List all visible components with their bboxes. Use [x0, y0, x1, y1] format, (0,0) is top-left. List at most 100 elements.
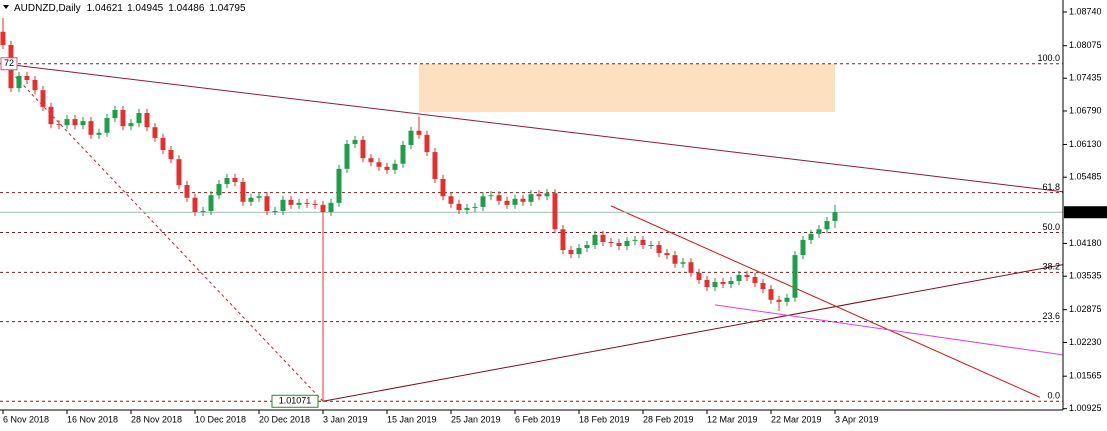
candle-body	[464, 207, 470, 210]
y-tick-label: 1.05485	[1069, 172, 1102, 182]
chart-header: AUDNZD,Daily 1.04621 1.04945 1.04486 1.04795	[14, 3, 246, 14]
candle-body	[216, 184, 222, 196]
candle-body	[312, 203, 318, 205]
candle-body	[208, 195, 214, 211]
candle-body	[816, 229, 822, 234]
candle-body	[704, 280, 710, 288]
candle-body	[40, 90, 46, 107]
y-tick-label: 1.02875	[1069, 304, 1102, 314]
fib-label: 0.0	[1047, 391, 1060, 401]
candle-body	[688, 262, 694, 273]
y-tick-label: 1.01565	[1069, 371, 1102, 381]
candle-body	[24, 75, 30, 80]
trend-line	[714, 304, 1064, 356]
candle-body	[544, 193, 550, 197]
candle-body	[384, 166, 390, 170]
candle-body	[256, 196, 262, 198]
x-tick-label: 28 Nov 2018	[131, 414, 182, 424]
candle-body	[728, 281, 734, 285]
candle-body	[784, 297, 790, 302]
y-tick-label: 1.07435	[1069, 73, 1102, 83]
fib-label: 38.2	[1042, 262, 1060, 272]
candle-body	[48, 106, 54, 125]
x-tick-label: 18 Feb 2019	[579, 414, 630, 424]
y-tick-label: 1.08075	[1069, 40, 1102, 50]
candle-body	[648, 244, 654, 246]
candle-body	[120, 109, 126, 127]
candle-body	[512, 198, 518, 205]
candle-body	[504, 200, 510, 205]
candle-body	[176, 159, 182, 186]
candle-body	[624, 240, 630, 246]
anchor-label-box	[0, 57, 18, 71]
candle-body	[672, 255, 678, 264]
x-tick-label: 28 Feb 2019	[643, 414, 694, 424]
candle-body	[400, 144, 406, 164]
candle-body	[280, 199, 286, 211]
trend-line	[610, 205, 1041, 398]
candle-body	[440, 178, 446, 197]
candle-body	[160, 137, 166, 151]
candle-body	[768, 289, 774, 300]
candle-body	[584, 244, 590, 249]
y-tick-label: 1.08740	[1069, 6, 1102, 16]
candle-body	[96, 132, 102, 135]
candle-body	[616, 242, 622, 246]
candle-body	[112, 109, 118, 119]
candle-body	[264, 196, 270, 211]
candle-body	[232, 177, 238, 183]
x-tick-label: 12 Mar 2019	[707, 414, 758, 424]
candle-body	[600, 234, 606, 242]
menu-arrow[interactable]	[3, 5, 9, 9]
current-price-box	[1064, 206, 1107, 219]
candle-body	[656, 244, 662, 254]
candle-body	[200, 210, 206, 212]
candle-body	[408, 130, 414, 145]
candle-body	[480, 196, 486, 207]
low-label-box	[271, 394, 319, 408]
y-tick-label: 1.04180	[1069, 238, 1102, 248]
candle-body	[680, 262, 686, 264]
candle-body	[712, 282, 718, 288]
candle-body	[304, 202, 310, 204]
candle-body	[288, 199, 294, 205]
candle-body	[736, 274, 742, 282]
candle-body	[336, 168, 342, 203]
candle-body	[472, 206, 478, 208]
candle-body	[592, 234, 598, 245]
candle-body	[808, 233, 814, 240]
candle-body	[792, 255, 798, 298]
candle-body	[0, 31, 6, 45]
candle-body	[632, 239, 638, 241]
x-tick-label: 22 Mar 2019	[771, 414, 822, 424]
fib-label: 50.0	[1042, 222, 1060, 232]
candle-body	[424, 134, 430, 153]
y-tick-label: 1.02230	[1069, 337, 1102, 347]
candle-body	[416, 130, 422, 135]
current-price-label: 1.04795	[1067, 207, 1100, 217]
candle-body	[152, 127, 158, 138]
candle-body	[192, 197, 198, 212]
candle-body	[368, 158, 374, 163]
candle-body	[800, 239, 806, 256]
candle-body	[520, 198, 526, 202]
x-tick-label: 15 Jan 2019	[387, 414, 437, 424]
candle-body	[536, 194, 542, 197]
candle-body	[568, 250, 574, 255]
candle-body	[56, 124, 62, 126]
fib-label: 61.8	[1042, 182, 1060, 192]
candle-body	[72, 119, 78, 126]
anchor-label: 72	[4, 58, 14, 68]
candle-body	[328, 202, 334, 212]
close-value: 1.04795	[209, 3, 246, 14]
low-label: 1.01071	[279, 396, 312, 406]
candle-body	[16, 75, 22, 89]
candle-body	[832, 212, 838, 222]
candle-body	[224, 177, 230, 185]
candle-body	[88, 121, 94, 135]
drawings	[0, 63, 1064, 402]
y-tick-label: 1.00925	[1069, 403, 1102, 413]
candle-body	[240, 182, 246, 202]
candle-body	[560, 229, 566, 251]
